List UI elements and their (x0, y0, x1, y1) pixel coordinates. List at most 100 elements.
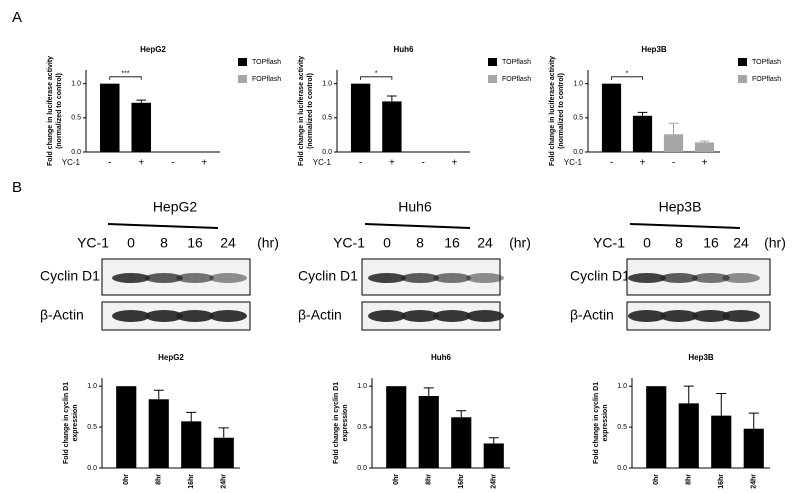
unit-label: (hr) (764, 235, 786, 251)
blot-row-label: Cyclin D1 (570, 268, 630, 284)
significance: *** (121, 71, 129, 78)
blot-underline (107, 223, 219, 229)
time-label: 0 (383, 235, 391, 251)
bar (382, 101, 402, 152)
y-tick-label: 0.5 (322, 115, 332, 122)
panel-label: B (12, 179, 22, 196)
bar (148, 399, 169, 468)
chart-title: Hep3B (641, 45, 667, 54)
x-tick-label: 8hr (426, 474, 433, 485)
time-label: 0 (643, 235, 651, 251)
blot-band (628, 273, 666, 283)
y-axis-label: Fold change in luciferase activity (549, 56, 556, 166)
x-tick-label: - (672, 158, 675, 169)
bar (694, 142, 715, 152)
time-label: 24 (220, 235, 236, 251)
error-bar (637, 111, 648, 116)
x-tick-label: 16hr (718, 474, 725, 489)
y-axis-label: expression (342, 405, 349, 442)
x-row-label: YC-1 (564, 158, 583, 167)
blot-band (176, 273, 214, 283)
treatment-label: YC-1 (333, 235, 365, 251)
unit-label: (hr) (509, 235, 531, 251)
legend-label: TOPflash (752, 59, 781, 66)
y-tick-label: 0.0 (617, 465, 627, 472)
error-bar (387, 95, 397, 102)
panel-label: A (12, 9, 22, 26)
blot-underline (364, 223, 471, 229)
blot-band (368, 310, 406, 322)
x-tick-label: 16hr (458, 474, 465, 489)
legend-swatch (488, 75, 497, 83)
x-tick-label: - (421, 158, 424, 169)
bar (386, 386, 407, 468)
y-axis-label: Fold change in luciferase activity (298, 56, 305, 166)
chart-title: Huh6 (431, 353, 452, 362)
y-tick-label: 1.0 (573, 81, 583, 88)
y-tick-label: 0.0 (71, 149, 81, 156)
blot-row-label: Cyclin D1 (298, 268, 358, 284)
blot-row-label: Cyclin D1 (40, 268, 100, 284)
blot-band (145, 273, 183, 283)
bar (663, 134, 684, 152)
time-label: 8 (160, 235, 168, 251)
error-bar (668, 122, 679, 135)
bar (451, 417, 472, 468)
y-axis-label: Fold change in luciferase activity (47, 56, 54, 166)
blot-band (112, 273, 150, 283)
x-tick-label: 16hr (188, 474, 195, 489)
time-label: 8 (675, 235, 683, 251)
bar (99, 83, 120, 152)
legend-label: FOPflash (502, 76, 531, 83)
y-tick-label: 0.5 (573, 115, 583, 122)
bar (213, 437, 234, 468)
blot-row-label: β-Actin (570, 307, 614, 323)
x-tick-label: + (451, 158, 457, 169)
y-tick-label: 1.0 (87, 383, 97, 390)
x-tick-label: - (171, 158, 174, 169)
blot-row-label: β-Actin (40, 307, 84, 323)
x-tick-label: + (640, 158, 646, 169)
time-label: 16 (187, 235, 203, 251)
time-label: 0 (127, 235, 135, 251)
bar (646, 386, 667, 468)
y-axis-label: expression (602, 405, 609, 442)
blot-band (722, 310, 760, 322)
blot-band (466, 310, 504, 322)
legend-label: TOPflash (502, 59, 531, 66)
chart-title: Huh6 (394, 45, 415, 54)
y-axis-label: expression (72, 405, 79, 442)
legend-swatch (738, 58, 747, 66)
x-row-label: YC-1 (62, 158, 81, 167)
x-tick-label: 24hr (221, 474, 228, 489)
treatment-label: YC-1 (77, 235, 109, 251)
y-tick-label: 1.0 (322, 81, 332, 88)
blot-band (433, 310, 471, 322)
blot-band (692, 310, 730, 322)
blot-band (145, 310, 183, 322)
legend-swatch (238, 58, 247, 66)
x-tick-label: - (359, 158, 362, 169)
bar (131, 102, 152, 152)
chart-title: HepG2 (140, 45, 166, 54)
significance-bracket (109, 76, 142, 80)
chart-title: Hep3B (688, 353, 714, 362)
error-bar (218, 427, 229, 438)
blot-band (692, 273, 730, 283)
bar (711, 415, 732, 468)
x-tick-label: + (138, 158, 144, 169)
blot-band (401, 310, 439, 322)
bar (632, 115, 653, 152)
y-tick-label: 0.0 (573, 149, 583, 156)
time-label: 24 (733, 235, 749, 251)
error-bar (186, 411, 197, 422)
y-tick-label: 0.5 (87, 424, 97, 431)
blot-band (368, 273, 406, 283)
bar (483, 443, 504, 468)
y-tick-label: 0.0 (322, 149, 332, 156)
y-axis-label: Fold change in cyclin D1 (593, 382, 600, 464)
y-axis-label: (normalized to control) (558, 73, 565, 149)
blot-band (660, 273, 698, 283)
time-label: 24 (477, 235, 493, 251)
